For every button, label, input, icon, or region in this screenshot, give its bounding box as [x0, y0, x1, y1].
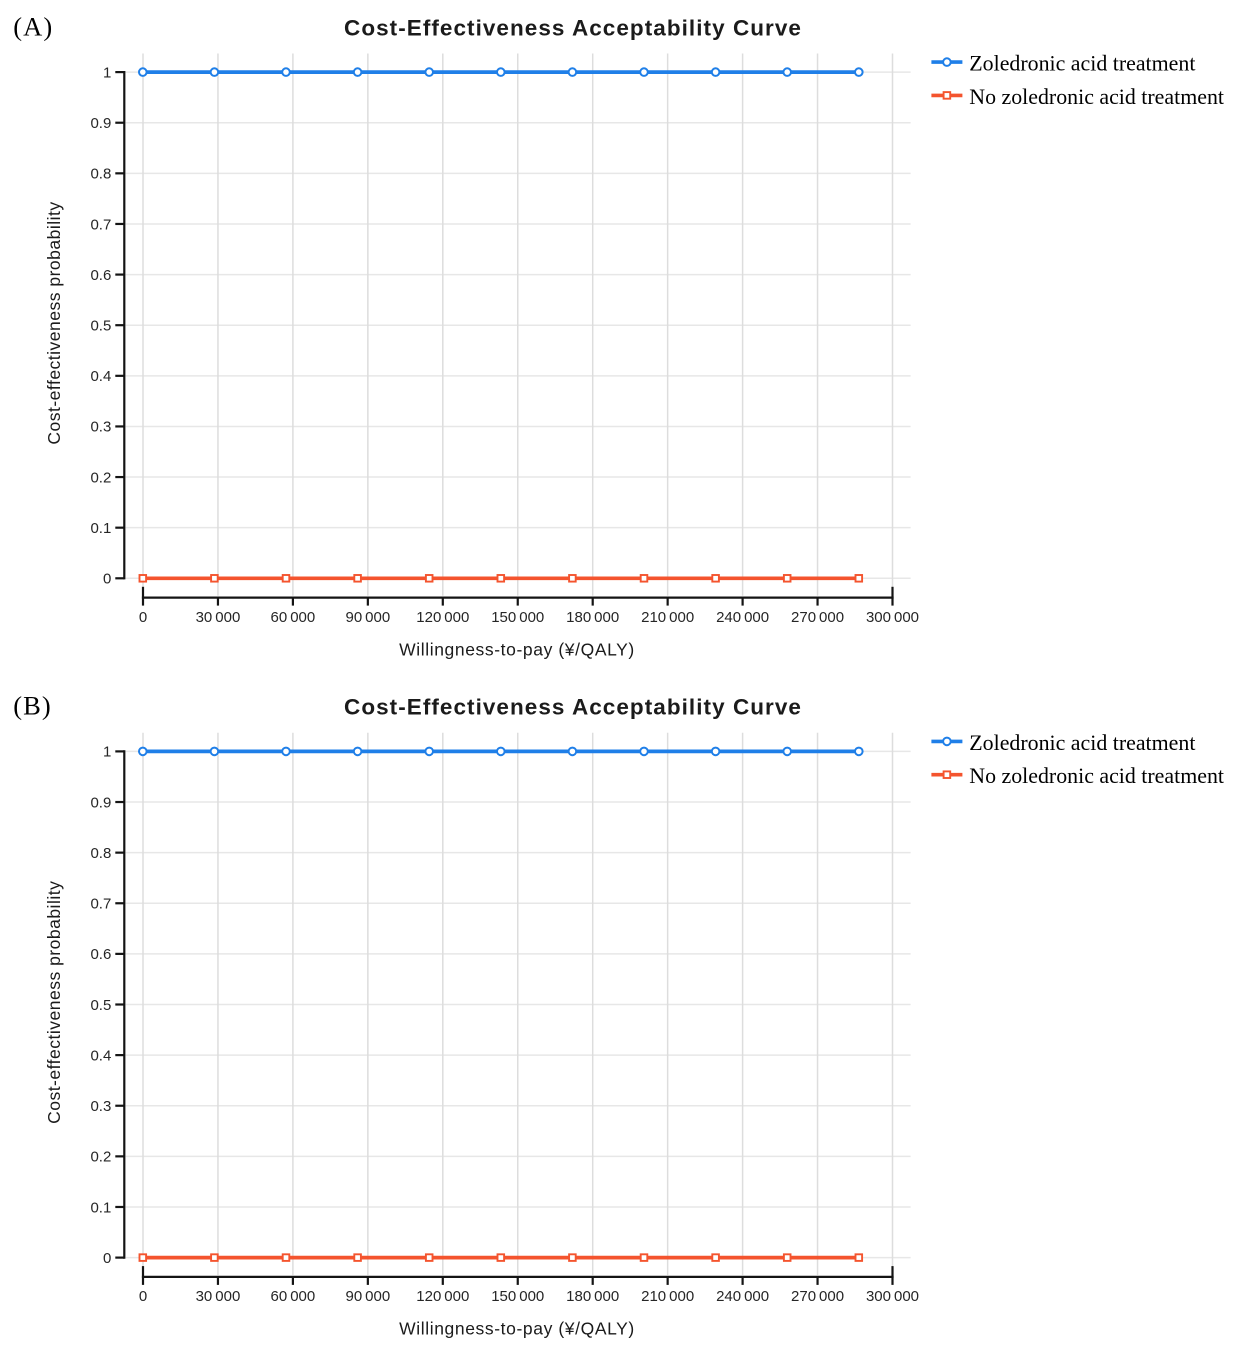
svg-text:0.1: 0.1 [90, 1199, 111, 1216]
svg-text:0.3: 0.3 [90, 1098, 111, 1115]
svg-text:300 000: 300 000 [866, 1288, 919, 1305]
svg-text:(B): (B) [13, 691, 52, 721]
svg-text:120 000: 120 000 [416, 609, 469, 626]
svg-text:0.4: 0.4 [90, 1047, 111, 1064]
svg-text:300 000: 300 000 [866, 609, 919, 626]
svg-text:0.1: 0.1 [90, 520, 111, 537]
svg-text:180 000: 180 000 [566, 609, 619, 626]
svg-text:No zoledronic acid treatment: No zoledronic acid treatment [969, 84, 1224, 109]
svg-text:180 000: 180 000 [566, 1288, 619, 1305]
svg-text:0.5: 0.5 [90, 318, 111, 335]
svg-text:(A): (A) [13, 11, 53, 41]
svg-text:1: 1 [103, 64, 111, 81]
svg-text:Cost-effectiveness probability: Cost-effectiveness probability [44, 881, 64, 1124]
svg-text:0.8: 0.8 [90, 845, 111, 862]
svg-text:270 000: 270 000 [791, 1288, 844, 1305]
svg-text:120 000: 120 000 [416, 1288, 469, 1305]
svg-text:270 000: 270 000 [791, 609, 844, 626]
svg-text:0.5: 0.5 [90, 997, 111, 1014]
svg-text:0.8: 0.8 [90, 166, 111, 183]
svg-text:0: 0 [103, 571, 111, 588]
svg-text:150 000: 150 000 [491, 609, 544, 626]
svg-text:Cost-Effectiveness Acceptabili: Cost-Effectiveness Acceptability Curve [344, 15, 802, 40]
svg-text:Cost-Effectiveness Acceptabili: Cost-Effectiveness Acceptability Curve [344, 695, 802, 720]
svg-text:60 000: 60 000 [271, 609, 316, 626]
svg-text:Zoledronic acid treatment: Zoledronic acid treatment [969, 51, 1195, 76]
svg-text:0.9: 0.9 [90, 794, 111, 811]
svg-text:Zoledronic acid treatment: Zoledronic acid treatment [969, 730, 1195, 755]
svg-text:0.2: 0.2 [90, 1149, 111, 1166]
svg-text:0.7: 0.7 [90, 896, 111, 913]
svg-text:Willingness-to-pay (¥/QALY): Willingness-to-pay (¥/QALY) [399, 639, 635, 659]
svg-text:0.3: 0.3 [90, 419, 111, 436]
svg-text:210 000: 210 000 [641, 1288, 694, 1305]
svg-text:Cost-effectiveness probability: Cost-effectiveness probability [44, 201, 64, 444]
svg-text:0.7: 0.7 [90, 216, 111, 233]
svg-text:0: 0 [103, 1250, 111, 1267]
svg-text:60 000: 60 000 [271, 1288, 316, 1305]
svg-text:1: 1 [103, 744, 111, 761]
svg-text:0.9: 0.9 [90, 115, 111, 132]
svg-text:0.6: 0.6 [90, 946, 111, 963]
svg-text:No zoledronic acid treatment: No zoledronic acid treatment [969, 763, 1224, 788]
svg-text:240 000: 240 000 [716, 1288, 769, 1305]
svg-text:30 000: 30 000 [196, 609, 241, 626]
svg-text:30 000: 30 000 [196, 1288, 241, 1305]
svg-text:0.4: 0.4 [90, 368, 111, 385]
svg-text:0: 0 [139, 1288, 147, 1305]
svg-text:0.2: 0.2 [90, 469, 111, 486]
svg-text:90 000: 90 000 [345, 609, 390, 626]
svg-text:240 000: 240 000 [716, 609, 769, 626]
svg-text:150 000: 150 000 [491, 1288, 544, 1305]
svg-text:210 000: 210 000 [641, 609, 694, 626]
svg-text:0: 0 [139, 609, 147, 626]
svg-text:0.6: 0.6 [90, 267, 111, 284]
svg-text:90 000: 90 000 [345, 1288, 390, 1305]
svg-text:Willingness-to-pay (¥/QALY): Willingness-to-pay (¥/QALY) [399, 1319, 635, 1339]
